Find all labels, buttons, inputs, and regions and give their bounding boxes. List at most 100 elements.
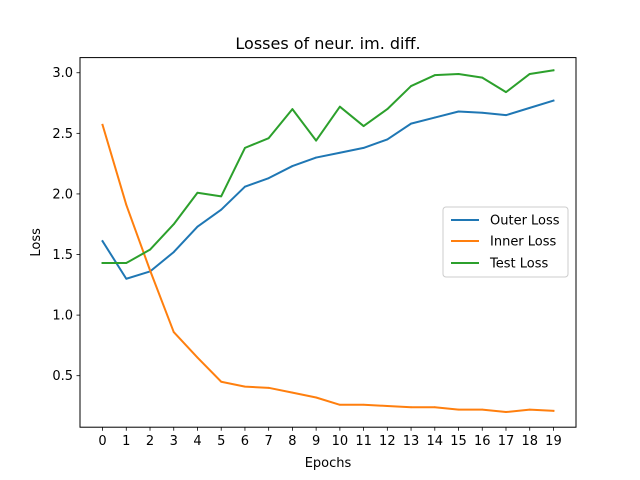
y-tick-label: 1.0 (52, 309, 73, 324)
data-point-s1-18 (528, 408, 531, 411)
x-tick-label: 12 (379, 434, 396, 449)
series-line-2 (101, 69, 555, 264)
data-point-s2-14 (433, 74, 436, 77)
data-point-s0-12 (386, 138, 389, 141)
x-tick-label: 13 (403, 434, 420, 449)
legend-label-inner-loss: Inner Loss (490, 235, 557, 250)
data-point-s0-18 (528, 106, 531, 109)
data-point-s0-16 (481, 111, 484, 114)
data-point-s2-2 (149, 248, 151, 251)
series-layer (101, 69, 555, 414)
data-point-s0-9 (315, 156, 318, 159)
data-point-s0-13 (410, 122, 412, 125)
data-point-s1-8 (291, 391, 294, 394)
data-point-s1-14 (433, 406, 436, 409)
x-tick-label: 17 (498, 434, 515, 449)
data-point-s0-19 (552, 99, 555, 102)
data-point-s2-16 (481, 76, 484, 79)
data-point-s2-7 (267, 137, 270, 140)
data-point-s1-16 (481, 408, 484, 411)
data-point-s0-4 (196, 225, 199, 228)
x-tick-label: 19 (545, 434, 562, 449)
x-tick-label: 9 (312, 434, 320, 449)
data-point-s0-15 (457, 110, 460, 113)
data-point-s2-1 (125, 262, 128, 264)
series-line-0 (101, 99, 555, 280)
x-tick-label: 6 (241, 434, 249, 449)
data-point-s2-12 (386, 108, 389, 110)
data-point-s2-5 (220, 195, 223, 198)
data-point-s0-0 (101, 240, 104, 243)
x-tick-label: 2 (146, 434, 154, 449)
data-point-s2-18 (528, 73, 531, 75)
legend-label-outer-loss: Outer Loss (490, 214, 560, 229)
legend-box (442, 206, 569, 278)
data-point-s2-19 (552, 69, 555, 72)
data-point-s0-5 (220, 208, 223, 211)
chart-title: Losses of neur. im. diff. (235, 34, 420, 53)
x-tick-label: 18 (521, 434, 538, 449)
legend: Outer Loss Inner Loss Test Loss (442, 206, 569, 278)
y-tick-label: 0.5 (52, 369, 73, 384)
data-point-s2-0 (101, 262, 104, 264)
data-point-s2-6 (244, 146, 246, 149)
y-tick-label: 2.5 (52, 127, 73, 142)
data-point-s1-4 (196, 356, 199, 359)
data-point-s1-12 (386, 405, 389, 407)
ticks-layer: 0 1 2 3 4 5 6 7 8 9 10 11 12 13 14 15 16 17 18 190.51.01.52… (52, 66, 561, 449)
x-tick-label: 14 (427, 434, 444, 449)
x-axis-label: Epochs (305, 456, 352, 471)
data-point-s1-1 (125, 203, 128, 206)
data-point-s2-3 (172, 223, 175, 226)
data-point-s0-11 (362, 146, 365, 149)
x-tick-label: 16 (474, 434, 491, 449)
data-point-s1-10 (338, 403, 341, 406)
data-point-s0-1 (125, 277, 128, 280)
data-point-s1-15 (457, 408, 460, 411)
y-tick-label: 3.0 (52, 66, 73, 81)
y-axis-label: Loss (29, 228, 44, 257)
x-tick-label: 0 (98, 434, 106, 449)
data-point-s2-8 (291, 108, 294, 110)
x-tick-label: 7 (265, 434, 273, 449)
x-tick-label: 10 (332, 434, 349, 449)
x-tick-label: 4 (193, 434, 201, 449)
x-tick-label: 15 (450, 434, 467, 449)
data-point-s1-13 (410, 406, 412, 409)
data-point-s0-17 (505, 114, 507, 117)
data-point-s1-9 (315, 396, 318, 399)
data-point-s1-7 (267, 386, 270, 389)
data-point-s1-0 (101, 123, 104, 126)
y-tick-label: 2.0 (52, 187, 73, 202)
data-point-s1-11 (362, 403, 365, 406)
x-tick-label: 5 (217, 434, 225, 449)
data-point-s0-14 (433, 116, 436, 119)
series-line-1 (101, 123, 555, 414)
data-point-s0-10 (338, 151, 341, 154)
data-point-s2-4 (196, 191, 199, 194)
data-point-s2-11 (362, 125, 365, 127)
data-point-s2-9 (315, 139, 318, 142)
data-point-s1-3 (172, 331, 175, 333)
data-point-s1-6 (244, 385, 246, 388)
data-point-s0-6 (244, 185, 246, 188)
data-point-s1-5 (220, 380, 223, 383)
plot-frame (79, 57, 577, 428)
legend-label-test-loss: Test Loss (489, 257, 548, 272)
x-tick-label: 11 (355, 434, 372, 449)
y-tick-label: 1.5 (52, 248, 73, 263)
data-point-s2-15 (457, 73, 460, 75)
data-point-s1-17 (505, 411, 507, 413)
data-point-s2-13 (410, 85, 412, 87)
data-point-s2-17 (505, 91, 507, 94)
data-point-s0-7 (267, 177, 270, 180)
x-tick-label: 3 (170, 434, 178, 449)
x-tick-label: 1 (122, 434, 130, 449)
data-point-s1-2 (149, 269, 151, 272)
x-tick-label: 8 (288, 434, 296, 449)
data-point-s0-3 (172, 251, 175, 253)
data-point-s0-8 (291, 165, 294, 167)
data-point-s2-10 (338, 105, 341, 108)
data-point-s1-19 (552, 409, 555, 412)
